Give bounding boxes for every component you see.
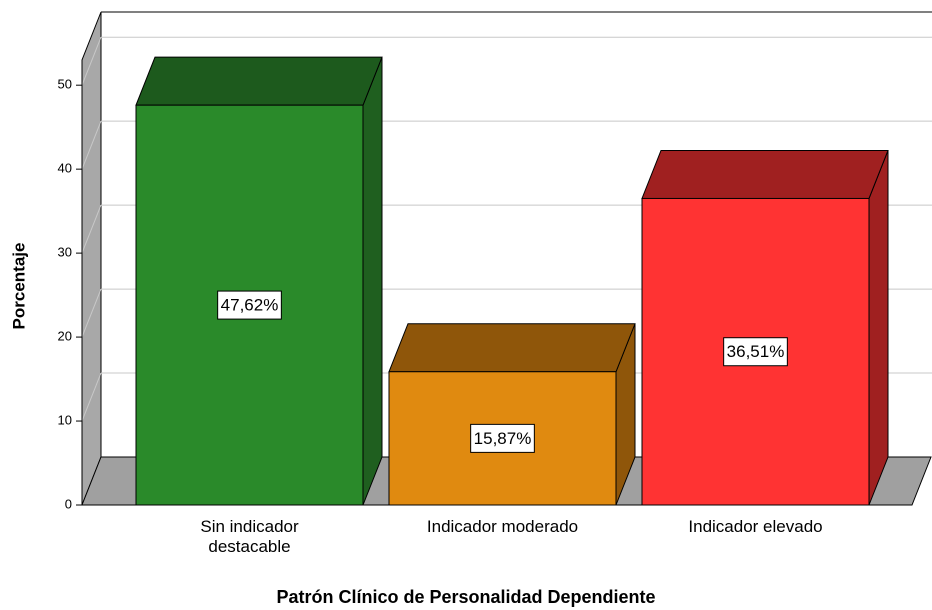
value-label-box — [217, 290, 282, 320]
grid-line-side — [81, 37, 102, 86]
value-label-box — [723, 337, 788, 367]
bar-side — [868, 150, 889, 506]
bar-side — [362, 56, 383, 506]
value-label: 15,87% — [474, 429, 532, 448]
y-tick-label: 10 — [58, 412, 72, 427]
bar — [135, 104, 364, 506]
grid-line-side — [81, 204, 102, 254]
y-tick-label: 0 — [65, 496, 72, 511]
grid-line-side — [81, 372, 102, 422]
value-label: 36,51% — [727, 342, 785, 361]
x-tick-label: Sin indicador destacable — [200, 517, 299, 556]
x-tick-label: Indicador elevado — [688, 517, 823, 536]
grid-line-side — [81, 120, 102, 170]
y-tick-label: 40 — [58, 161, 72, 176]
value-label: 47,62% — [221, 296, 279, 315]
grid-line-side — [81, 288, 102, 338]
y-tick-label: 30 — [58, 245, 72, 260]
bar-top — [641, 149, 889, 199]
y-tick-label: 50 — [58, 77, 72, 92]
bar-top — [135, 56, 383, 106]
x-axis-label: Patrón Clínico de Personalidad Dependien… — [276, 587, 655, 607]
left-wall — [81, 11, 102, 506]
bar-top — [388, 323, 636, 373]
y-axis-label: Porcentaje — [9, 243, 28, 330]
y-tick-label: 20 — [58, 329, 72, 344]
x-tick-label: Indicador moderado — [426, 517, 579, 536]
value-label-box — [470, 423, 535, 453]
